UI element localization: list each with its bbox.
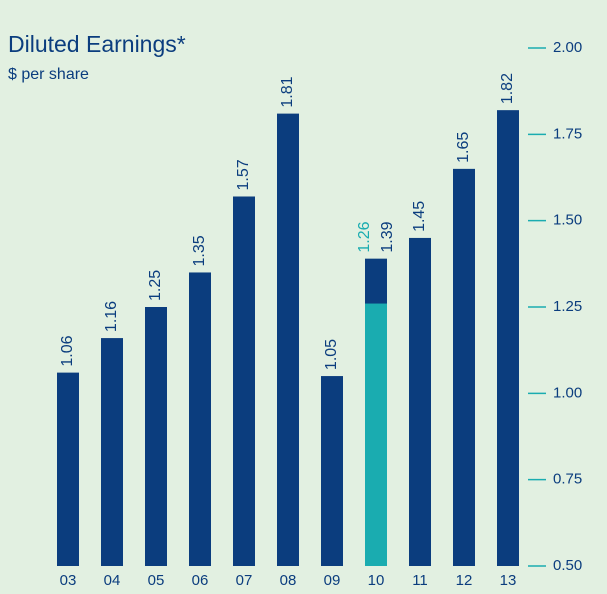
bar: [321, 376, 343, 566]
y-tick-label: 0.50: [553, 557, 582, 574]
bar: [145, 307, 167, 566]
y-tick-label: 2.00: [553, 39, 582, 56]
y-tick-label: 1.75: [553, 125, 582, 142]
x-tick-label: 10: [368, 572, 385, 589]
y-tick-label: 0.75: [553, 471, 582, 488]
value-label: 1.16: [103, 301, 120, 332]
x-tick-label: 04: [104, 572, 121, 589]
x-tick-label: 07: [236, 572, 253, 589]
value-label: 1.65: [455, 132, 472, 163]
value-label: 1.26: [356, 221, 373, 252]
x-tick-label: 12: [456, 572, 473, 589]
value-label: 1.05: [323, 339, 340, 370]
y-tick-label: 1.00: [553, 384, 582, 401]
bar: [57, 372, 79, 566]
value-label: 1.39: [379, 221, 396, 252]
bar: [453, 168, 475, 566]
value-label: 1.57: [235, 159, 252, 190]
bar: [101, 338, 123, 566]
value-label: 1.45: [411, 201, 428, 232]
value-label: 1.35: [191, 235, 208, 266]
overlay-bar: [365, 303, 387, 566]
x-tick-label: 03: [60, 572, 77, 589]
value-label: 1.06: [59, 335, 76, 366]
bar: [277, 113, 299, 566]
x-tick-label: 09: [324, 572, 341, 589]
x-tick-label: 06: [192, 572, 209, 589]
chart-subtitle: $ per share: [8, 66, 89, 83]
y-tick-label: 1.50: [553, 212, 582, 229]
x-tick-label: 11: [412, 572, 428, 589]
bar: [497, 110, 519, 566]
bar: [409, 237, 431, 566]
x-tick-label: 05: [148, 572, 165, 589]
value-label: 1.82: [499, 73, 516, 104]
bar: [189, 272, 211, 566]
value-label: 1.81: [279, 76, 296, 107]
chart-title: Diluted Earnings*: [8, 31, 186, 57]
x-tick-label: 13: [500, 572, 517, 589]
x-tick-label: 08: [280, 572, 297, 589]
value-label: 1.25: [147, 270, 164, 301]
y-tick-label: 1.25: [553, 298, 582, 315]
bar: [233, 196, 255, 566]
